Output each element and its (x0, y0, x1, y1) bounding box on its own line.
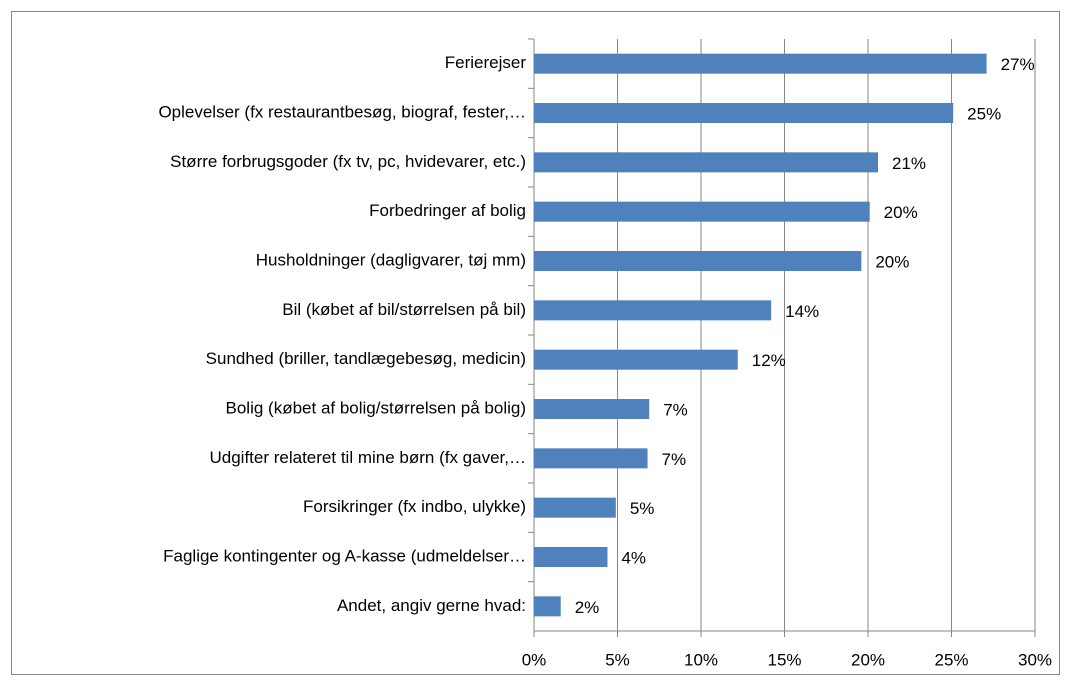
y-tick-label: Bil (købet af bil/størrelsen på bil) (282, 300, 526, 319)
x-tick-label: 5% (605, 650, 630, 669)
data-label: 25% (967, 104, 1001, 123)
data-label: 4% (621, 548, 646, 567)
y-tick-label: Ferierejser (445, 53, 527, 72)
y-tick-label: Husholdninger (dagligvarer, tøj mm) (256, 250, 526, 269)
bar (534, 399, 650, 419)
data-label: 7% (662, 450, 687, 469)
x-tick-label: 25% (934, 650, 968, 669)
x-tick-label: 15% (767, 650, 801, 669)
y-tick-label: Forbedringer af bolig (369, 201, 526, 220)
data-label: 5% (630, 499, 655, 518)
bar (534, 300, 772, 321)
data-label: 20% (875, 252, 909, 271)
data-label: 14% (785, 302, 819, 321)
y-tick-label: Større forbrugsgoder (fx tv, pc, hvideva… (170, 152, 526, 171)
y-tick-label: Sundhed (briller, tandlægebesøg, medicin… (206, 349, 526, 368)
data-label: 27% (1001, 55, 1035, 74)
x-tick-label: 30% (1018, 650, 1052, 669)
bar (534, 596, 561, 617)
bar (534, 152, 879, 173)
y-tick-label: Andet, angiv gerne hvad: (337, 596, 526, 615)
bar (534, 53, 987, 74)
data-label: 7% (663, 400, 688, 419)
bar (534, 497, 616, 518)
y-tick-label: Oplevelser (fx restaurantbesøg, biograf,… (158, 102, 526, 121)
bar (534, 201, 870, 222)
bar (534, 349, 738, 370)
data-label: 20% (884, 203, 918, 222)
x-tick-label: 10% (684, 650, 718, 669)
data-label: 2% (575, 598, 600, 617)
bar (534, 103, 954, 123)
data-label: 21% (892, 154, 926, 173)
x-tick-label: 0% (522, 650, 547, 669)
y-tick-label: Faglige kontingenter og A-kasse (udmelde… (163, 546, 526, 565)
bar (534, 448, 648, 469)
bar (534, 547, 608, 567)
x-tick-label: 20% (851, 650, 885, 669)
bar (534, 251, 862, 271)
data-label: 12% (752, 351, 786, 370)
y-tick-label: Bolig (købet af bolig/størrelsen på boli… (226, 398, 526, 417)
y-tick-label: Udgifter relateret til mine børn (fx gav… (209, 448, 526, 467)
y-tick-label: Forsikringer (fx indbo, ulykke) (303, 497, 526, 516)
